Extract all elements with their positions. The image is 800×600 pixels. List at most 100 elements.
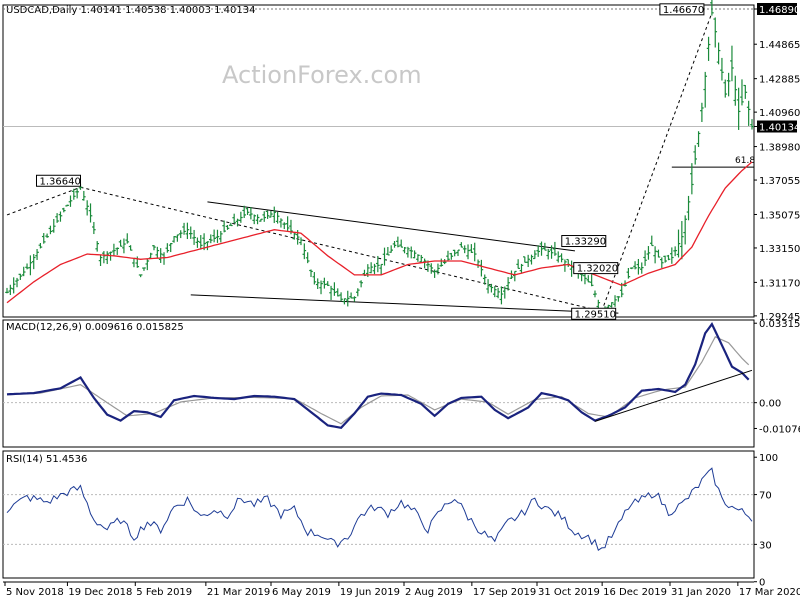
price-annotations: 1.36640 1.46670 1.33290 1.32020 1.29510 xyxy=(35,3,705,320)
price-bar xyxy=(285,216,290,231)
price-bar xyxy=(21,266,26,277)
price-bar xyxy=(636,258,641,275)
price-bar xyxy=(208,234,213,244)
price-bar xyxy=(275,212,280,224)
price-bar xyxy=(533,250,537,260)
price-bar xyxy=(128,245,133,251)
price-bar xyxy=(61,207,66,213)
price-bar xyxy=(452,249,457,257)
annotation-label: 1.29510 xyxy=(575,309,616,320)
price-bar xyxy=(148,252,153,259)
price-bar xyxy=(536,245,540,257)
annotation-label: 1.33290 xyxy=(565,237,606,248)
price-bar xyxy=(506,277,510,291)
x-tick-label: 17 Sep 2019 xyxy=(473,587,536,598)
price-bar xyxy=(232,213,236,224)
price-bar xyxy=(716,42,721,65)
price-y-axis: 1.46890 1.44865 1.42885 1.40960 1.40134 1.389… xyxy=(754,3,800,323)
price-bar xyxy=(683,215,687,245)
price-bar xyxy=(319,280,323,295)
price-bar xyxy=(462,245,467,254)
price-bar xyxy=(382,247,387,266)
price-bar xyxy=(235,218,240,227)
price-bar xyxy=(399,239,404,248)
rsi-frame xyxy=(2,450,755,579)
price-bar xyxy=(259,218,263,222)
annotation-box xyxy=(573,262,619,275)
price-bar xyxy=(546,248,551,260)
price-bar xyxy=(673,246,677,257)
price-bar xyxy=(412,250,417,259)
trendline-dotted-descending xyxy=(6,186,81,216)
price-bar xyxy=(553,241,557,256)
price-bar xyxy=(422,258,427,269)
price-bar xyxy=(626,268,631,279)
price-bar xyxy=(516,259,520,269)
price-bar xyxy=(476,259,480,268)
price-bar xyxy=(693,145,698,165)
price-bar xyxy=(726,72,731,97)
price-bar xyxy=(215,229,220,243)
price-bar xyxy=(479,259,484,277)
price-bar xyxy=(11,277,16,294)
price-bar xyxy=(690,163,694,195)
price-bar xyxy=(342,298,347,305)
price-bar xyxy=(145,258,150,271)
price-bar xyxy=(265,210,270,219)
price-bar xyxy=(155,246,160,259)
x-axis: 5 Nov 2018 19 Dec 2018 5 Feb 2019 21 Mar 20… xyxy=(4,582,800,598)
price-bar xyxy=(152,245,156,251)
price-bar xyxy=(529,254,534,265)
x-tick-label: 31 Oct 2019 xyxy=(538,587,600,598)
x-tick-label: 17 Mar 2020 xyxy=(739,587,800,598)
price-bar xyxy=(65,204,69,207)
price-bar xyxy=(309,269,313,277)
price-bar xyxy=(643,250,647,266)
price-bar xyxy=(279,218,283,228)
rsi-panel xyxy=(3,467,754,551)
macd-frame xyxy=(2,319,755,448)
price-bar xyxy=(486,279,490,294)
price-tick-label: 1.44865 xyxy=(759,40,800,51)
price-bar xyxy=(355,288,360,297)
price-bar xyxy=(25,263,29,270)
price-bar xyxy=(182,222,186,235)
price-bar xyxy=(172,236,176,243)
x-tick-label: 21 Mar 2019 xyxy=(207,587,270,598)
macd-trendline xyxy=(594,369,753,422)
price-bar xyxy=(192,229,196,245)
price-bar xyxy=(416,254,420,262)
price-bar xyxy=(389,245,393,253)
price-bar xyxy=(496,287,500,299)
price-bar xyxy=(523,256,527,263)
price-tick-highlight xyxy=(757,3,797,15)
price-bar xyxy=(28,255,33,276)
price-bar xyxy=(596,299,601,309)
price-bar xyxy=(112,243,116,256)
price-bar xyxy=(402,247,407,254)
price-bar xyxy=(38,243,43,249)
price-grid xyxy=(3,8,754,127)
price-bar xyxy=(219,230,223,243)
price-bar xyxy=(750,119,754,130)
price-bar xyxy=(51,218,56,233)
price-bar xyxy=(95,241,100,252)
price-bar xyxy=(142,267,146,271)
price-bar xyxy=(659,257,664,268)
fib-618-label: 61.8 xyxy=(735,156,755,166)
macd-tick-label: 0.00 xyxy=(759,399,781,410)
price-bar xyxy=(736,87,741,130)
price-bar xyxy=(663,255,667,263)
price-bar xyxy=(31,254,36,270)
price-bars xyxy=(5,0,754,316)
panel-frames xyxy=(2,4,755,583)
price-bar xyxy=(566,258,571,267)
price-bar xyxy=(212,229,216,243)
price-bar xyxy=(18,273,23,280)
price-bar xyxy=(98,254,103,267)
x-tick-label: 31 Jan 2020 xyxy=(671,587,731,598)
price-bar xyxy=(5,287,9,294)
price-bar xyxy=(35,249,39,261)
price-bar xyxy=(329,285,333,300)
